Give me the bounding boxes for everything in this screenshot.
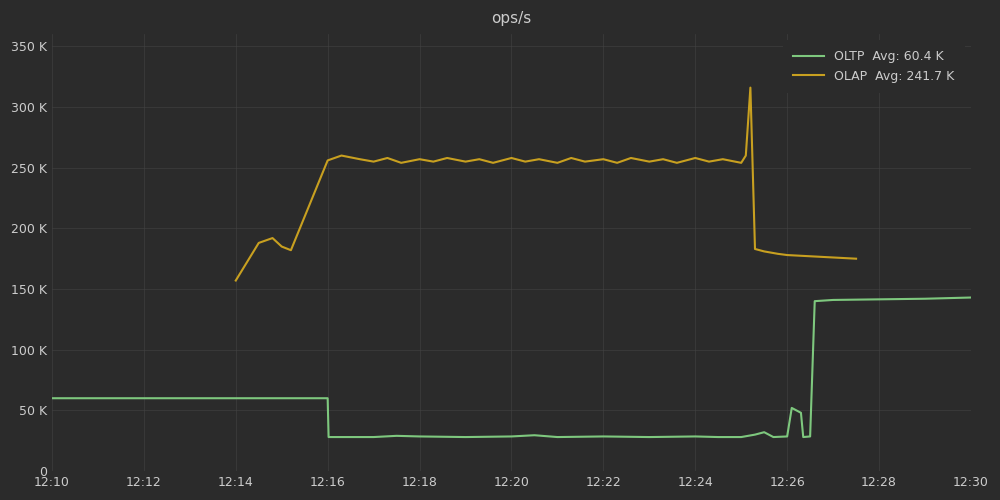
OLTP  Avg: 60.4 K: (16.2, 5e+04): 60.4 K: (16.2, 5e+04) bbox=[790, 408, 802, 414]
OLAP  Avg: 241.7 K: (9, 2.55e+05): 241.7 K: (9, 2.55e+05) bbox=[460, 158, 472, 164]
OLTP  Avg: 60.4 K: (14, 2.85e+04): 60.4 K: (14, 2.85e+04) bbox=[689, 434, 701, 440]
OLAP  Avg: 241.7 K: (14.3, 2.55e+05): 241.7 K: (14.3, 2.55e+05) bbox=[703, 158, 715, 164]
OLAP  Avg: 241.7 K: (8, 2.57e+05): 241.7 K: (8, 2.57e+05) bbox=[414, 156, 426, 162]
OLAP  Avg: 241.7 K: (10, 2.58e+05): 241.7 K: (10, 2.58e+05) bbox=[505, 155, 517, 161]
OLTP  Avg: 60.4 K: (6.02, 2.8e+04): 60.4 K: (6.02, 2.8e+04) bbox=[323, 434, 335, 440]
OLTP  Avg: 60.4 K: (16.4, 2.8e+04): 60.4 K: (16.4, 2.8e+04) bbox=[797, 434, 809, 440]
OLAP  Avg: 241.7 K: (14, 2.58e+05): 241.7 K: (14, 2.58e+05) bbox=[689, 155, 701, 161]
OLTP  Avg: 60.4 K: (20, 1.43e+05): 60.4 K: (20, 1.43e+05) bbox=[965, 294, 977, 300]
OLTP  Avg: 60.4 K: (15.3, 3e+04): 60.4 K: (15.3, 3e+04) bbox=[749, 432, 761, 438]
OLTP  Avg: 60.4 K: (14.5, 2.8e+04): 60.4 K: (14.5, 2.8e+04) bbox=[712, 434, 724, 440]
OLAP  Avg: 241.7 K: (10.6, 2.57e+05): 241.7 K: (10.6, 2.57e+05) bbox=[533, 156, 545, 162]
OLAP  Avg: 241.7 K: (9.3, 2.57e+05): 241.7 K: (9.3, 2.57e+05) bbox=[473, 156, 485, 162]
OLTP  Avg: 60.4 K: (16.3, 4.8e+04): 60.4 K: (16.3, 4.8e+04) bbox=[795, 410, 807, 416]
OLAP  Avg: 241.7 K: (4, 1.57e+05): 241.7 K: (4, 1.57e+05) bbox=[230, 278, 242, 283]
Title: ops/s: ops/s bbox=[491, 11, 532, 26]
OLTP  Avg: 60.4 K: (15, 2.8e+04): 60.4 K: (15, 2.8e+04) bbox=[735, 434, 747, 440]
OLAP  Avg: 241.7 K: (4.8, 1.92e+05): 241.7 K: (4.8, 1.92e+05) bbox=[267, 235, 279, 241]
OLAP  Avg: 241.7 K: (5.2, 1.82e+05): 241.7 K: (5.2, 1.82e+05) bbox=[285, 247, 297, 253]
OLTP  Avg: 60.4 K: (16.6, 1.4e+05): 60.4 K: (16.6, 1.4e+05) bbox=[809, 298, 821, 304]
OLTP  Avg: 60.4 K: (7, 2.8e+04): 60.4 K: (7, 2.8e+04) bbox=[368, 434, 380, 440]
OLTP  Avg: 60.4 K: (6, 6e+04): 60.4 K: (6, 6e+04) bbox=[322, 395, 334, 401]
Line: OLTP  Avg: 60.4 K: OLTP Avg: 60.4 K bbox=[52, 298, 971, 437]
OLAP  Avg: 241.7 K: (15, 2.54e+05): 241.7 K: (15, 2.54e+05) bbox=[735, 160, 747, 166]
Line: OLAP  Avg: 241.7 K: OLAP Avg: 241.7 K bbox=[236, 88, 856, 280]
OLTP  Avg: 60.4 K: (16.5, 2.85e+04): 60.4 K: (16.5, 2.85e+04) bbox=[804, 434, 816, 440]
OLAP  Avg: 241.7 K: (11, 2.54e+05): 241.7 K: (11, 2.54e+05) bbox=[551, 160, 563, 166]
OLAP  Avg: 241.7 K: (15.8, 1.79e+05): 241.7 K: (15.8, 1.79e+05) bbox=[772, 251, 784, 257]
Legend: OLTP  Avg: 60.4 K, OLAP  Avg: 241.7 K: OLTP Avg: 60.4 K, OLAP Avg: 241.7 K bbox=[783, 40, 965, 92]
OLTP  Avg: 60.4 K: (15.7, 2.8e+04): 60.4 K: (15.7, 2.8e+04) bbox=[767, 434, 779, 440]
OLTP  Avg: 60.4 K: (19, 1.42e+05): 60.4 K: (19, 1.42e+05) bbox=[919, 296, 931, 302]
OLAP  Avg: 241.7 K: (15.5, 1.81e+05): 241.7 K: (15.5, 1.81e+05) bbox=[758, 248, 770, 254]
OLAP  Avg: 241.7 K: (15.2, 3.16e+05): 241.7 K: (15.2, 3.16e+05) bbox=[744, 84, 756, 90]
OLTP  Avg: 60.4 K: (16.1, 5.2e+04): 60.4 K: (16.1, 5.2e+04) bbox=[786, 405, 798, 411]
OLAP  Avg: 241.7 K: (6.7, 2.57e+05): 241.7 K: (6.7, 2.57e+05) bbox=[354, 156, 366, 162]
OLTP  Avg: 60.4 K: (13, 2.8e+04): 60.4 K: (13, 2.8e+04) bbox=[643, 434, 655, 440]
OLAP  Avg: 241.7 K: (11.3, 2.58e+05): 241.7 K: (11.3, 2.58e+05) bbox=[565, 155, 577, 161]
OLAP  Avg: 241.7 K: (17, 1.76e+05): 241.7 K: (17, 1.76e+05) bbox=[827, 254, 839, 260]
OLTP  Avg: 60.4 K: (7.5, 2.9e+04): 60.4 K: (7.5, 2.9e+04) bbox=[391, 433, 403, 439]
OLAP  Avg: 241.7 K: (11.6, 2.55e+05): 241.7 K: (11.6, 2.55e+05) bbox=[579, 158, 591, 164]
OLAP  Avg: 241.7 K: (13.6, 2.54e+05): 241.7 K: (13.6, 2.54e+05) bbox=[671, 160, 683, 166]
OLAP  Avg: 241.7 K: (13, 2.55e+05): 241.7 K: (13, 2.55e+05) bbox=[643, 158, 655, 164]
OLTP  Avg: 60.4 K: (10, 2.85e+04): 60.4 K: (10, 2.85e+04) bbox=[505, 434, 517, 440]
OLTP  Avg: 60.4 K: (10.5, 2.95e+04): 60.4 K: (10.5, 2.95e+04) bbox=[528, 432, 540, 438]
OLAP  Avg: 241.7 K: (6, 2.56e+05): 241.7 K: (6, 2.56e+05) bbox=[322, 158, 334, 164]
OLAP  Avg: 241.7 K: (4.5, 1.88e+05): 241.7 K: (4.5, 1.88e+05) bbox=[253, 240, 265, 246]
OLAP  Avg: 241.7 K: (10.3, 2.55e+05): 241.7 K: (10.3, 2.55e+05) bbox=[519, 158, 531, 164]
OLAP  Avg: 241.7 K: (9.6, 2.54e+05): 241.7 K: (9.6, 2.54e+05) bbox=[487, 160, 499, 166]
OLTP  Avg: 60.4 K: (9, 2.8e+04): 60.4 K: (9, 2.8e+04) bbox=[460, 434, 472, 440]
OLAP  Avg: 241.7 K: (13.3, 2.57e+05): 241.7 K: (13.3, 2.57e+05) bbox=[657, 156, 669, 162]
OLAP  Avg: 241.7 K: (5, 1.85e+05): 241.7 K: (5, 1.85e+05) bbox=[276, 244, 288, 250]
OLAP  Avg: 241.7 K: (15.3, 1.83e+05): 241.7 K: (15.3, 1.83e+05) bbox=[749, 246, 761, 252]
OLAP  Avg: 241.7 K: (7.6, 2.54e+05): 241.7 K: (7.6, 2.54e+05) bbox=[395, 160, 407, 166]
OLAP  Avg: 241.7 K: (15.1, 2.6e+05): 241.7 K: (15.1, 2.6e+05) bbox=[740, 152, 752, 158]
OLAP  Avg: 241.7 K: (7.3, 2.58e+05): 241.7 K: (7.3, 2.58e+05) bbox=[381, 155, 393, 161]
OLAP  Avg: 241.7 K: (17.5, 1.75e+05): 241.7 K: (17.5, 1.75e+05) bbox=[850, 256, 862, 262]
OLTP  Avg: 60.4 K: (0, 6e+04): 60.4 K: (0, 6e+04) bbox=[46, 395, 58, 401]
OLTP  Avg: 60.4 K: (12, 2.85e+04): 60.4 K: (12, 2.85e+04) bbox=[597, 434, 609, 440]
OLTP  Avg: 60.4 K: (11, 2.8e+04): 60.4 K: (11, 2.8e+04) bbox=[551, 434, 563, 440]
OLAP  Avg: 241.7 K: (14.6, 2.57e+05): 241.7 K: (14.6, 2.57e+05) bbox=[717, 156, 729, 162]
OLAP  Avg: 241.7 K: (16, 1.78e+05): 241.7 K: (16, 1.78e+05) bbox=[781, 252, 793, 258]
OLTP  Avg: 60.4 K: (17, 1.41e+05): 60.4 K: (17, 1.41e+05) bbox=[827, 297, 839, 303]
OLAP  Avg: 241.7 K: (16.5, 1.77e+05): 241.7 K: (16.5, 1.77e+05) bbox=[804, 254, 816, 260]
OLAP  Avg: 241.7 K: (8.6, 2.58e+05): 241.7 K: (8.6, 2.58e+05) bbox=[441, 155, 453, 161]
OLAP  Avg: 241.7 K: (8.3, 2.55e+05): 241.7 K: (8.3, 2.55e+05) bbox=[427, 158, 439, 164]
OLTP  Avg: 60.4 K: (16, 2.85e+04): 60.4 K: (16, 2.85e+04) bbox=[781, 434, 793, 440]
OLAP  Avg: 241.7 K: (12.3, 2.54e+05): 241.7 K: (12.3, 2.54e+05) bbox=[611, 160, 623, 166]
OLAP  Avg: 241.7 K: (6.3, 2.6e+05): 241.7 K: (6.3, 2.6e+05) bbox=[335, 152, 347, 158]
OLTP  Avg: 60.4 K: (15.5, 3.2e+04): 60.4 K: (15.5, 3.2e+04) bbox=[758, 429, 770, 435]
OLAP  Avg: 241.7 K: (7, 2.55e+05): 241.7 K: (7, 2.55e+05) bbox=[368, 158, 380, 164]
OLAP  Avg: 241.7 K: (12.6, 2.58e+05): 241.7 K: (12.6, 2.58e+05) bbox=[625, 155, 637, 161]
OLTP  Avg: 60.4 K: (8, 2.85e+04): 60.4 K: (8, 2.85e+04) bbox=[414, 434, 426, 440]
OLAP  Avg: 241.7 K: (12, 2.57e+05): 241.7 K: (12, 2.57e+05) bbox=[597, 156, 609, 162]
OLTP  Avg: 60.4 K: (18, 1.42e+05): 60.4 K: (18, 1.42e+05) bbox=[873, 296, 885, 302]
